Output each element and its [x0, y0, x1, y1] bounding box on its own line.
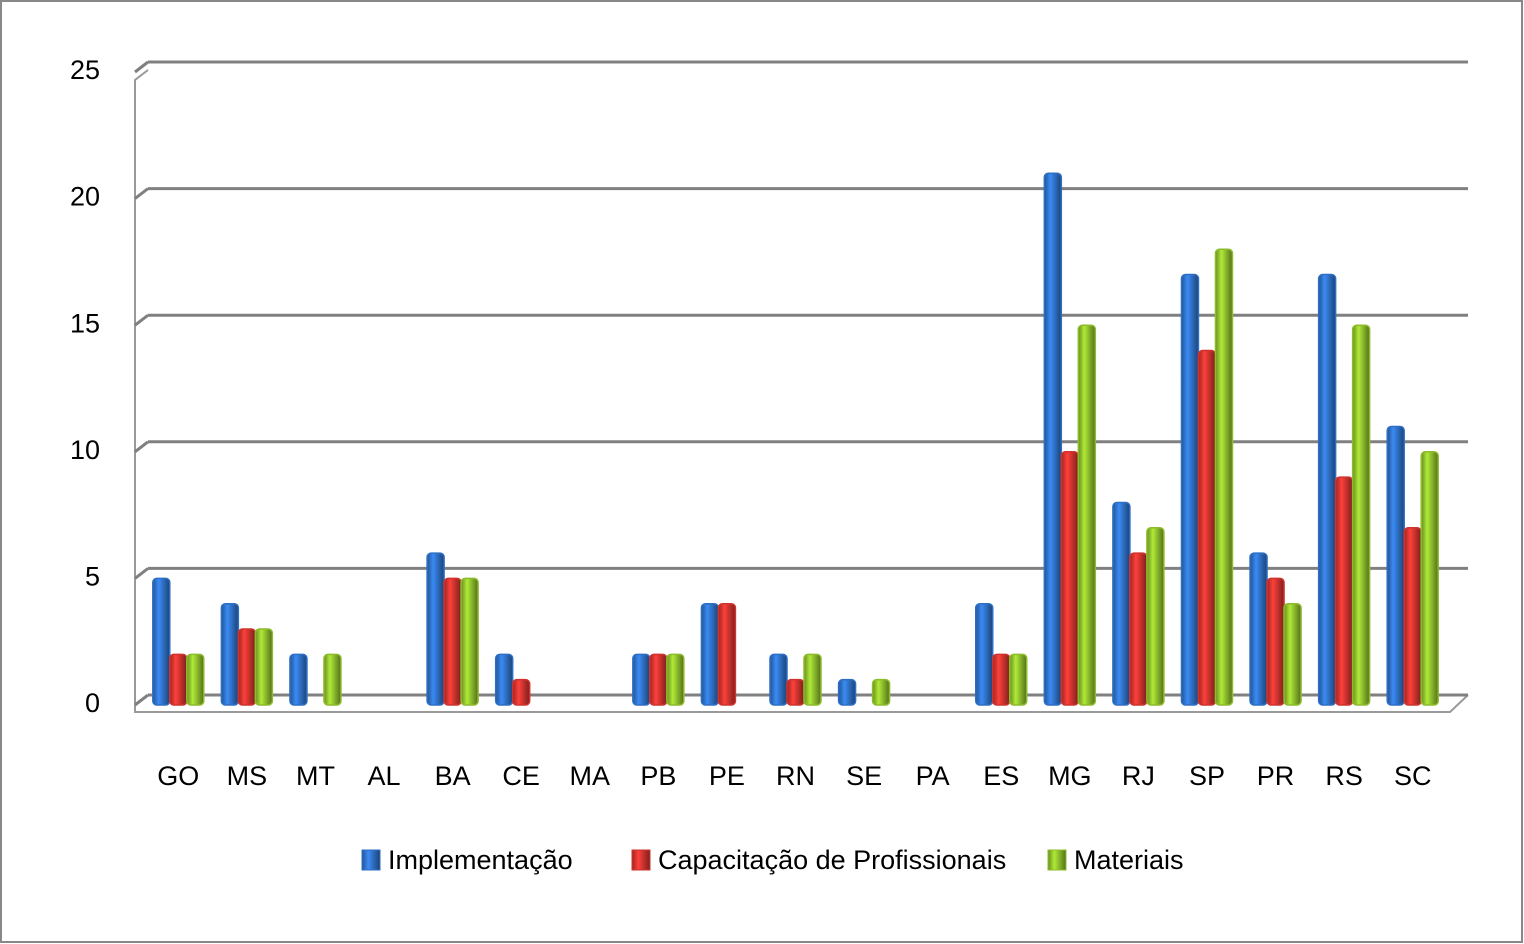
bar [786, 678, 805, 706]
bar [1043, 172, 1063, 706]
x-tick-label: MG [1048, 761, 1092, 791]
grid-side [134, 60, 149, 74]
bar [1317, 273, 1337, 706]
bar [1197, 349, 1217, 706]
y-tick-label: 25 [70, 55, 100, 85]
bar [1403, 527, 1422, 706]
bar [1351, 324, 1371, 706]
bar [1283, 602, 1302, 706]
bar [1180, 273, 1200, 706]
x-tick-label: AL [368, 761, 401, 791]
bar [511, 678, 531, 706]
y-tick-label: 5 [85, 562, 100, 592]
legend-label: Implementação [388, 845, 573, 875]
bar [632, 653, 651, 706]
bar [974, 602, 994, 706]
plot-frame [134, 69, 1469, 713]
grid-side [134, 440, 149, 453]
bar [717, 602, 737, 706]
bar [1420, 451, 1439, 706]
bar [1266, 577, 1285, 706]
bar [443, 577, 462, 706]
bar [871, 678, 891, 706]
bar [1386, 425, 1405, 706]
x-tick-label: SE [846, 761, 882, 791]
x-tick-label: RJ [1122, 761, 1155, 791]
legend-swatch [1047, 849, 1067, 871]
bar [220, 602, 240, 706]
bar [237, 628, 257, 706]
bar [649, 653, 668, 706]
bar [700, 602, 720, 706]
bar [169, 653, 188, 706]
bar [1214, 248, 1234, 706]
bar [1334, 476, 1354, 706]
x-tick-label: ES [983, 761, 1019, 791]
y-tick-label: 10 [70, 435, 100, 465]
bar [769, 653, 788, 706]
bar [1146, 527, 1165, 706]
bar [152, 577, 171, 706]
grid-side [134, 693, 149, 707]
legend-label: Materiais [1074, 845, 1184, 875]
x-tick-label: SC [1394, 761, 1432, 791]
x-tick-label: PA [916, 761, 950, 791]
x-tick-label: CE [502, 761, 540, 791]
bar [186, 653, 205, 706]
bar [803, 653, 822, 706]
x-tick-label: MS [227, 761, 268, 791]
legend-label: Capacitação de Profissionais [658, 845, 1006, 875]
y-tick-label: 20 [70, 182, 100, 212]
bar [494, 653, 514, 706]
x-tick-label: BA [435, 761, 471, 791]
bar [460, 577, 479, 706]
bar [254, 628, 274, 706]
x-tick-label: GO [157, 761, 199, 791]
x-tick-label: SP [1189, 761, 1225, 791]
grid-side [134, 187, 149, 200]
legend-swatch [631, 849, 651, 871]
x-tick-label: RN [776, 761, 815, 791]
x-tick-label: RS [1325, 761, 1363, 791]
y-tick-label: 0 [85, 688, 100, 718]
bar [666, 653, 685, 706]
x-tick-label: MT [296, 761, 335, 791]
x-tick-label: PB [640, 761, 676, 791]
bar [1008, 653, 1028, 706]
bar [991, 653, 1011, 706]
grid-side [134, 567, 149, 580]
bar [1129, 552, 1148, 706]
x-tick-label: MA [570, 761, 611, 791]
y-tick-label: 15 [70, 308, 100, 338]
bar [1060, 451, 1080, 706]
bar [426, 552, 445, 706]
bar [1112, 501, 1131, 706]
bar [323, 653, 342, 706]
legend-swatch [361, 849, 381, 871]
bar [289, 653, 308, 706]
bar [1077, 324, 1097, 706]
bar [837, 678, 857, 706]
x-tick-label: PE [709, 761, 745, 791]
x-tick-label: PR [1257, 761, 1295, 791]
bar [1249, 552, 1268, 706]
grid-side [134, 314, 149, 327]
